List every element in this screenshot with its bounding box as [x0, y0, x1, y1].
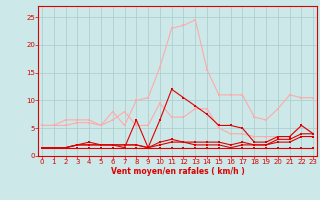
X-axis label: Vent moyen/en rafales ( km/h ): Vent moyen/en rafales ( km/h ) [111, 167, 244, 176]
